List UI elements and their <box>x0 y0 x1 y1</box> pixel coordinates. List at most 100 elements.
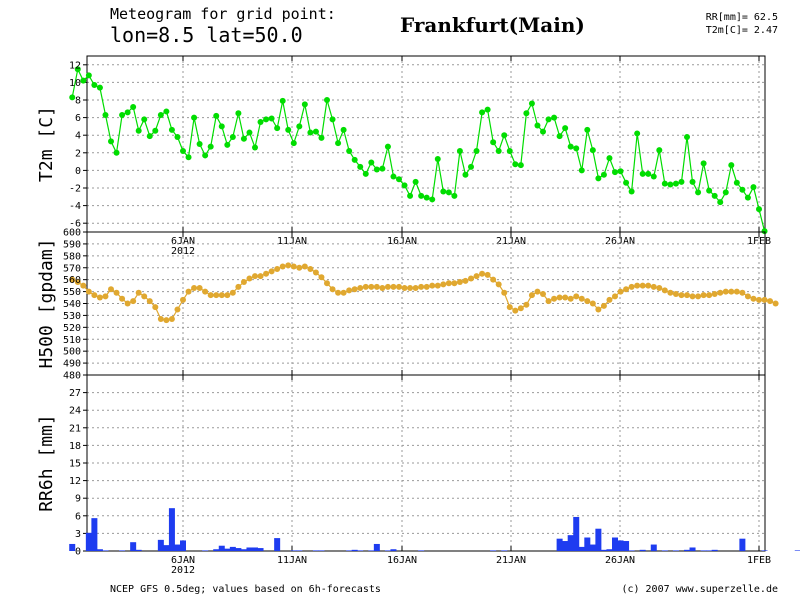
data-point <box>85 288 92 295</box>
xtick-year-label: 2012 <box>171 246 195 257</box>
data-point <box>523 110 530 117</box>
data-point <box>639 170 646 177</box>
data-point <box>429 282 436 289</box>
data-point <box>495 281 502 288</box>
precip-bar <box>639 549 646 551</box>
data-point <box>180 296 186 303</box>
data-point <box>340 126 347 133</box>
data-point <box>628 188 635 195</box>
ytick-label: 24 <box>69 406 81 417</box>
ytick-label: 530 <box>63 311 81 322</box>
precip-bar <box>578 546 585 551</box>
ytick-label: 580 <box>63 251 81 262</box>
data-point <box>152 304 159 311</box>
data-point <box>756 296 762 303</box>
data-point <box>357 285 364 292</box>
data-point <box>706 187 713 194</box>
precip-bar <box>650 544 657 551</box>
data-point <box>274 265 281 272</box>
data-point <box>540 290 546 297</box>
data-point <box>695 189 702 196</box>
precip-bar <box>229 546 236 551</box>
data-point <box>218 292 225 299</box>
ytick-label: 6 <box>75 511 81 522</box>
data-point <box>717 289 724 296</box>
data-point <box>96 294 103 301</box>
data-point <box>235 110 242 117</box>
data-point <box>396 176 402 183</box>
precip-bar <box>163 545 170 551</box>
data-point <box>296 264 303 271</box>
data-point <box>733 288 740 295</box>
ytick-label: 490 <box>63 359 81 370</box>
data-point <box>584 298 591 305</box>
data-point <box>645 170 652 177</box>
data-point <box>340 289 347 296</box>
xtick-label: 11JAN <box>277 555 307 566</box>
precip-bar <box>85 532 92 551</box>
data-point <box>279 97 286 104</box>
data-point <box>257 119 264 125</box>
precip-bar <box>130 542 137 551</box>
precip-bar <box>96 549 103 551</box>
data-point <box>290 140 297 147</box>
ytick-label: 500 <box>63 347 81 358</box>
data-point <box>80 282 87 289</box>
data-point <box>540 128 546 135</box>
data-point <box>656 147 663 154</box>
data-point <box>722 189 729 196</box>
data-point <box>102 293 109 300</box>
data-point <box>74 66 81 73</box>
data-point <box>484 106 491 113</box>
precip-bar <box>606 549 613 551</box>
precip-bar <box>684 549 690 551</box>
xtick-label: 16JAN <box>387 555 417 566</box>
data-point <box>185 154 192 161</box>
precip-bar <box>213 549 220 551</box>
data-point <box>473 273 480 280</box>
data-point <box>235 283 242 290</box>
data-point <box>69 276 76 283</box>
precip-bar <box>235 548 242 551</box>
data-point <box>634 282 641 289</box>
data-point <box>634 130 641 137</box>
data-point <box>501 132 508 139</box>
data-point <box>501 289 508 296</box>
data-point <box>229 289 236 296</box>
precip-bar <box>595 528 602 551</box>
data-point <box>589 300 596 307</box>
data-point <box>534 288 541 295</box>
data-source-note: NCEP GFS 0.5deg; values based on 6h-fore… <box>110 584 381 595</box>
data-point <box>445 189 452 196</box>
data-point <box>135 289 142 296</box>
data-point <box>578 295 585 302</box>
data-point <box>661 180 668 187</box>
data-point <box>163 317 170 324</box>
data-point <box>562 125 569 132</box>
data-point <box>545 298 552 305</box>
data-point <box>368 283 375 290</box>
xtick-label: 1FEB <box>747 236 771 247</box>
precip-bar <box>761 550 768 551</box>
data-point <box>434 282 441 289</box>
data-point <box>528 292 535 299</box>
panel-1 <box>69 231 779 376</box>
data-point <box>595 306 602 313</box>
data-point <box>767 298 774 305</box>
xtick-label: 26JAN <box>605 236 635 247</box>
data-point <box>484 271 491 278</box>
precip-bar <box>240 549 247 551</box>
data-point <box>135 127 142 134</box>
precip-total-summary: RR[mm]= 62.5 <box>705 12 778 23</box>
header-coordinates: lon=8.5 lat=50.0 <box>110 23 303 47</box>
data-point <box>318 274 325 281</box>
ytick-label: 27 <box>69 388 81 399</box>
precip-bar <box>202 550 209 551</box>
ytick-label: 550 <box>63 287 81 298</box>
panel-2 <box>69 374 800 552</box>
precip-bar <box>180 540 186 551</box>
data-point <box>252 273 258 280</box>
data-point <box>506 304 513 311</box>
data-point <box>152 127 159 134</box>
data-point <box>456 279 463 286</box>
